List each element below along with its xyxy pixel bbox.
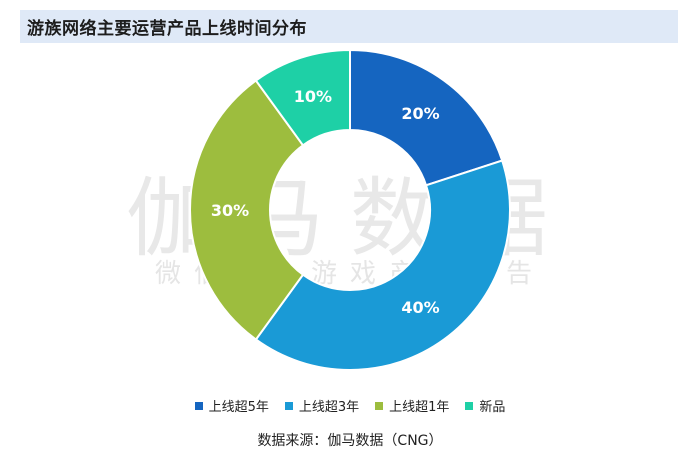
- legend-label: 上线超5年: [208, 400, 269, 415]
- legend-item-0: 上线超5年: [194, 396, 269, 415]
- legend-item-1: 上线超3年: [284, 396, 360, 415]
- slice-2: [189, 79, 305, 341]
- legend-label: 上线超1年: [389, 400, 450, 415]
- legend-item-3: 新品: [465, 396, 505, 415]
- slice-0: [349, 48, 504, 187]
- legend-label: 上线超3年: [298, 400, 360, 415]
- legend-swatch: [375, 401, 384, 410]
- slice-1: [254, 159, 511, 371]
- legend-swatch: [284, 401, 293, 410]
- source-note: 数据来源：伽马数据（CNG）: [257, 433, 443, 449]
- slice-label-2: 30%: [211, 201, 249, 220]
- slice-label-0: 20%: [401, 104, 439, 123]
- legend: 上线超5年 上线超3年 上线超1年 新品: [0, 396, 700, 415]
- slice-3: [254, 48, 351, 147]
- donut-chart: 20% 40% 30% 10%: [189, 48, 511, 371]
- slice-label-1: 40%: [401, 298, 439, 317]
- slice-label-3: 10%: [294, 87, 332, 106]
- title-bar: 游族网络主要运营产品上线时间分布: [20, 10, 678, 43]
- legend-item-2: 上线超1年: [375, 396, 449, 415]
- legend-swatch: [194, 401, 203, 410]
- chart-title: 游族网络主要运营产品上线时间分布: [27, 19, 307, 39]
- legend-label: 新品: [479, 400, 506, 415]
- legend-swatch: [465, 401, 474, 410]
